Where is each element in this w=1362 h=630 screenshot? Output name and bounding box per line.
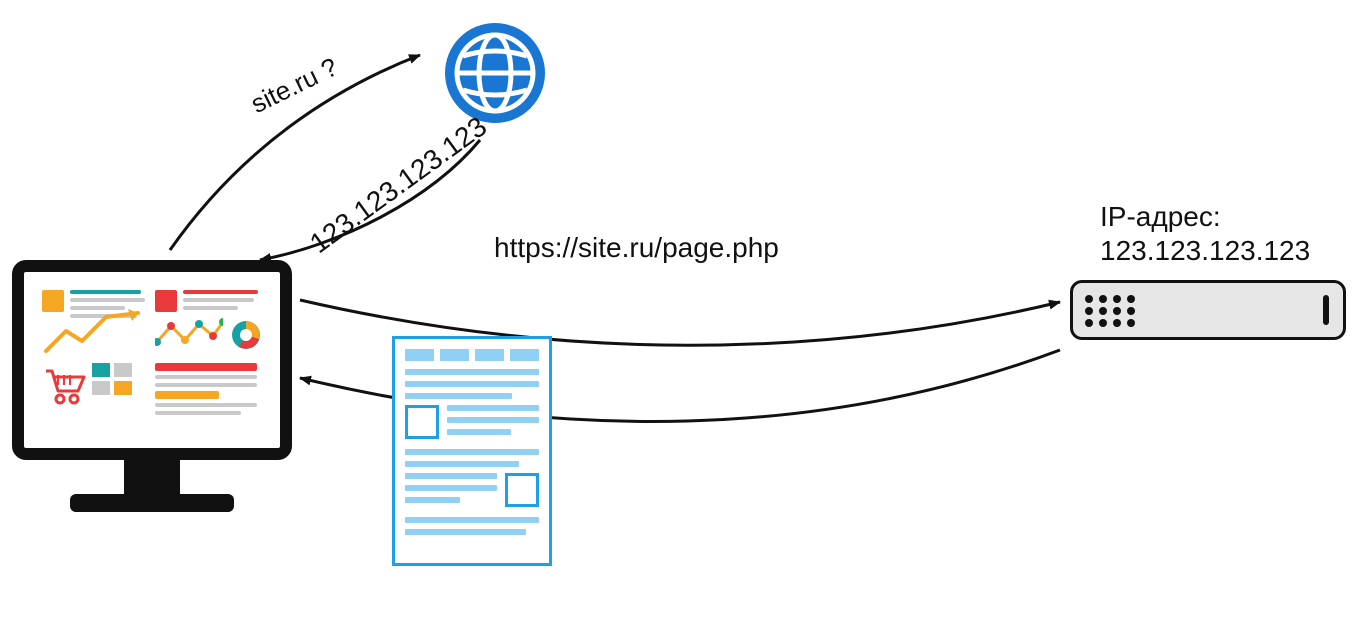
dashboard-panel-3 (42, 363, 149, 430)
server-slot (1323, 295, 1329, 325)
html-document (392, 336, 552, 566)
mini-line-chart (155, 318, 223, 352)
server-caption-line1: IP-адрес: (1100, 200, 1310, 234)
dashboard-panel-2 (155, 290, 262, 357)
doc-thumb (405, 405, 439, 439)
monitor-bezel (12, 260, 292, 460)
dns-globe (440, 18, 550, 128)
mini-donut-chart (229, 318, 262, 352)
server-body (1070, 280, 1346, 340)
diagram-stage: site.ru ? 123.123.123.123 https://site.r… (0, 0, 1362, 630)
cart-icon (42, 363, 86, 407)
dashboard-panel-4 (155, 363, 262, 430)
globe-icon (440, 18, 550, 128)
server-caption-line2: 123.123.123.123 (1100, 234, 1310, 268)
doc-thumb (505, 473, 539, 507)
server-leds (1085, 295, 1135, 327)
monitor-base (70, 494, 234, 512)
monitor-neck (124, 460, 180, 498)
monitor-screen (36, 284, 268, 436)
trend-arrow-icon (42, 307, 149, 357)
http-request-label: https://site.ru/page.php (494, 232, 779, 264)
server (1070, 280, 1346, 340)
server-caption: IP-адрес: 123.123.123.123 (1100, 200, 1310, 268)
client-computer (12, 260, 292, 550)
doc-header (405, 349, 539, 361)
dashboard-panel-1 (42, 290, 149, 357)
